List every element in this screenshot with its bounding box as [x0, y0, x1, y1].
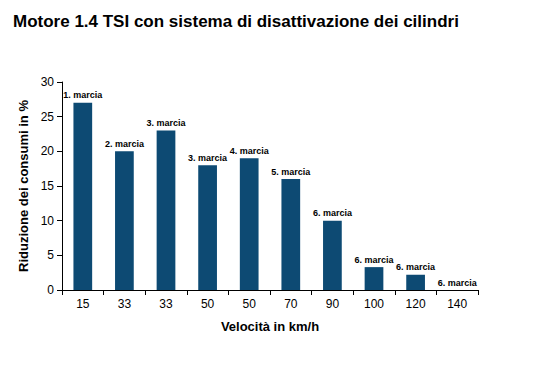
svg-text:70: 70 — [284, 297, 298, 311]
svg-text:3. marcia: 3. marcia — [188, 153, 228, 163]
svg-text:1. marcia: 1. marcia — [63, 90, 103, 100]
svg-text:50: 50 — [243, 297, 257, 311]
svg-text:Velocità in km/h: Velocità in km/h — [221, 319, 319, 334]
svg-text:15: 15 — [41, 179, 55, 193]
svg-text:6. marcia: 6. marcia — [313, 208, 353, 218]
svg-text:3. marcia: 3. marcia — [146, 118, 186, 128]
svg-text:33: 33 — [118, 297, 132, 311]
svg-text:120: 120 — [406, 297, 426, 311]
svg-text:2. marcia: 2. marcia — [105, 139, 145, 149]
svg-text:15: 15 — [76, 297, 90, 311]
svg-text:140: 140 — [447, 297, 467, 311]
svg-text:6. marcia: 6. marcia — [438, 278, 478, 288]
svg-text:Motore 1.4 TSI con sistema di: Motore 1.4 TSI con sistema di disattivaz… — [13, 12, 459, 31]
svg-text:6. marcia: 6. marcia — [354, 255, 394, 265]
svg-text:6. marcia: 6. marcia — [396, 262, 436, 272]
svg-text:30: 30 — [41, 75, 55, 89]
svg-text:Riduzione dei consumi in %: Riduzione dei consumi in % — [16, 100, 31, 272]
svg-text:100: 100 — [364, 297, 384, 311]
svg-text:0: 0 — [47, 283, 54, 297]
svg-text:33: 33 — [159, 297, 173, 311]
svg-text:90: 90 — [326, 297, 340, 311]
svg-text:5. marcia: 5. marcia — [271, 167, 311, 177]
svg-text:5: 5 — [47, 248, 54, 262]
svg-text:4. marcia: 4. marcia — [230, 146, 270, 156]
svg-text:25: 25 — [41, 110, 55, 124]
svg-text:10: 10 — [41, 214, 55, 228]
svg-text:20: 20 — [41, 144, 55, 158]
svg-text:50: 50 — [201, 297, 215, 311]
